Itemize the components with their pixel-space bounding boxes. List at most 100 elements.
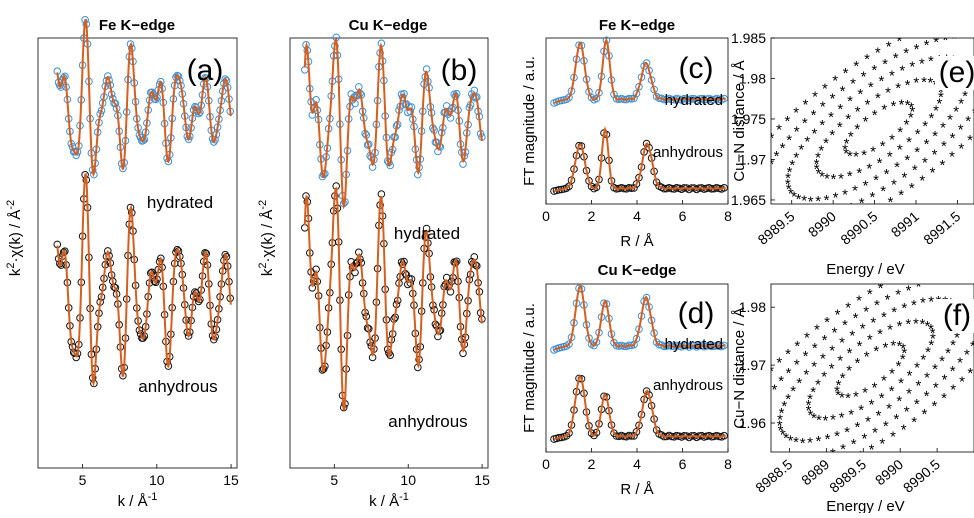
asterisk-point: *	[861, 431, 867, 448]
asterisk-point: *	[901, 170, 907, 187]
asterisk-point: *	[890, 98, 896, 115]
asterisk-point: *	[967, 132, 973, 149]
asterisk-point: *	[776, 122, 782, 139]
asterisk-point: *	[941, 138, 947, 155]
asterisk-point: *	[814, 322, 820, 339]
asterisk-point: *	[829, 361, 835, 378]
asterisk-point: *	[863, 114, 869, 131]
asterisk-point: *	[914, 144, 920, 161]
asterisk-point: *	[790, 383, 796, 400]
asterisk-point: *	[856, 293, 862, 310]
asterisk-point: *	[920, 351, 926, 368]
asterisk-point: *	[857, 338, 863, 355]
x-axis-label-sup: -1	[399, 491, 409, 503]
asterisk-point: *	[786, 365, 792, 382]
asterisk-point: *	[720, 440, 726, 457]
asterisk-point: *	[879, 390, 885, 407]
asterisk-point: *	[947, 112, 953, 129]
asterisk-point: *	[913, 75, 919, 92]
asterisk-point: *	[933, 380, 939, 397]
chart-title: Fe K−edge	[599, 17, 675, 34]
asterisk-point: *	[786, 132, 792, 149]
asterisk-point: *	[821, 369, 827, 386]
asterisk-point: *	[864, 51, 870, 68]
asterisk-point: *	[853, 58, 859, 75]
asterisk-point: *	[915, 126, 921, 143]
asterisk-point: *	[887, 194, 893, 211]
asterisk-point: *	[875, 90, 881, 107]
chart-panel-f: ****************************************…	[719, 248, 974, 513]
panel-label: (d)	[678, 297, 715, 330]
asterisk-point: *	[824, 314, 830, 331]
asterisk-point: *	[921, 406, 927, 423]
x-tick-label: 8991.5	[920, 208, 963, 248]
asterisk-point: *	[905, 316, 911, 333]
asterisk-point: *	[752, 446, 758, 463]
asterisk-point: *	[839, 335, 845, 352]
asterisk-point: *	[883, 418, 889, 435]
asterisk-point: *	[845, 299, 851, 316]
asterisk-point: *	[958, 96, 964, 113]
asterisk-point: *	[945, 345, 951, 362]
asterisk-point: *	[840, 441, 846, 458]
asterisk-point: *	[748, 432, 754, 449]
panel-label: (b)	[441, 54, 478, 87]
asterisk-point: *	[877, 326, 883, 343]
asterisk-point: *	[815, 193, 821, 210]
asterisk-point: *	[896, 358, 902, 375]
asterisk-point: *	[930, 257, 936, 274]
asterisk-point: *	[858, 402, 864, 419]
asterisk-point: *	[846, 362, 852, 379]
y-axis-label: Cu−N distance / Å	[731, 60, 748, 181]
x-tick-label: 0	[542, 456, 550, 472]
asterisk-point: *	[865, 96, 871, 113]
asterisk-point: *	[804, 232, 810, 249]
asterisk-point: *	[898, 96, 904, 113]
asterisk-point: *	[838, 170, 844, 187]
asterisk-point: *	[942, 32, 948, 49]
y-axis-label-sup2: -2	[5, 200, 17, 210]
asterisk-point: *	[778, 373, 784, 390]
asterisk-point: *	[755, 450, 761, 467]
y-axis-label: k2·χ(k) / Å-2	[5, 200, 24, 276]
asterisk-point: *	[822, 80, 828, 97]
asterisk-point: *	[815, 376, 821, 393]
asterisk-point: *	[800, 435, 806, 452]
asterisk-point: *	[812, 340, 818, 357]
asterisk-point: *	[736, 475, 742, 492]
asterisk-point: *	[786, 236, 792, 253]
y-axis-label-main: ·χ(k) / Å	[259, 210, 276, 263]
asterisk-point: *	[796, 375, 802, 392]
asterisk-point: *	[857, 86, 863, 103]
y-axis-label-main: ·χ(k) / Å	[7, 210, 24, 263]
chart-title: Cu K−edge	[598, 262, 677, 279]
asterisk-point: *	[931, 398, 937, 415]
asterisk-point: *	[907, 28, 913, 45]
asterisk-point: *	[820, 99, 826, 116]
asterisk-point: *	[807, 434, 813, 451]
asterisk-point: *	[793, 105, 799, 122]
annotation-anhydrous: anhydrous	[138, 377, 217, 396]
asterisk-point: *	[904, 152, 910, 169]
asterisk-point: *	[950, 337, 956, 354]
asterisk-point: *	[856, 165, 862, 182]
asterisk-point: *	[837, 353, 843, 370]
asterisk-point: *	[803, 367, 809, 384]
x-tick-label: 8989.5	[826, 456, 869, 496]
asterisk-point: *	[867, 286, 873, 303]
asterisk-point: *	[903, 45, 909, 62]
x-axis-label-text: k / Å	[369, 493, 399, 510]
asterisk-point: *	[823, 135, 829, 152]
asterisk-point: *	[873, 172, 879, 189]
asterisk-point: *	[877, 155, 883, 172]
asterisk-point: *	[794, 338, 800, 355]
y-axis-label: Cu−N distance / Å	[731, 307, 748, 428]
asterisk-point: *	[832, 73, 838, 90]
x-tick-label: 15	[474, 472, 490, 488]
asterisk-point: *	[913, 315, 919, 332]
asterisk-point: *	[853, 149, 859, 166]
asterisk-point: *	[869, 396, 875, 413]
x-tick-label: 15	[223, 472, 239, 488]
asterisk-point: *	[787, 476, 793, 493]
asterisk-point: *	[870, 143, 876, 160]
